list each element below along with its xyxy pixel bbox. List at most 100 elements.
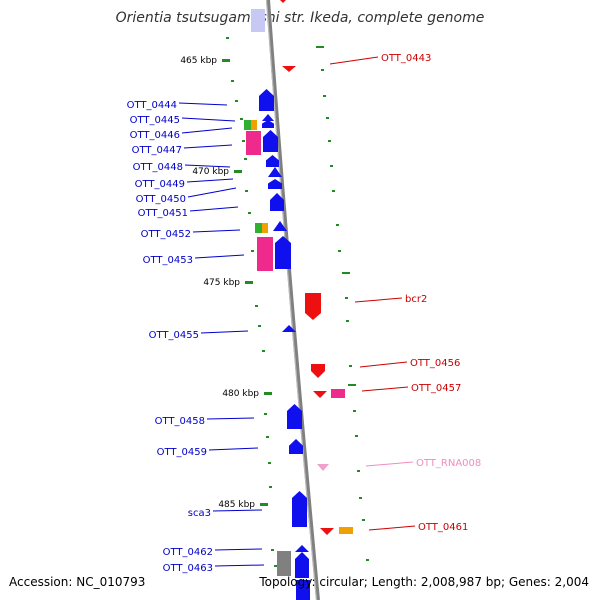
scale-tick-mark <box>245 281 253 284</box>
left-label-leader <box>181 127 233 134</box>
left-label-leader <box>214 564 265 567</box>
ruler-dot <box>359 497 362 499</box>
ruler-dot <box>268 462 271 464</box>
ruler-dot <box>323 95 326 97</box>
ruler-dot <box>362 519 365 521</box>
gene-label-right[interactable]: OTT_0461 <box>418 522 468 533</box>
gene-ott-0446 <box>262 120 274 128</box>
gene-label-left[interactable]: OTT_0455 <box>149 330 199 341</box>
gene-ott-0452-green <box>255 223 262 233</box>
left-label-leader <box>184 164 231 168</box>
gene-label-left[interactable]: OTT_0450 <box>136 194 186 205</box>
left-label-leader <box>212 509 263 512</box>
ruler-dot <box>266 436 269 438</box>
scale-tick-label: 480 kbp <box>222 389 259 399</box>
gene-label-right[interactable]: OTT_0443 <box>381 53 431 64</box>
left-gene-labels: OTT_0444 OTT_0445 OTT_0446 OTT_0447 OTT_0448… <box>127 100 265 574</box>
left-label-leader <box>206 417 255 420</box>
gene-label-left[interactable]: OTT_0447 <box>132 145 182 156</box>
right-label-leader <box>365 461 414 467</box>
gene-ott-0463 <box>295 552 309 578</box>
scale-tick-mark <box>260 503 268 506</box>
left-label-leader <box>200 330 249 334</box>
left-label-leader <box>192 229 241 233</box>
gene-label-left[interactable]: OTT_0445 <box>130 115 180 126</box>
gene-ott-0444 <box>259 89 274 111</box>
scale-tick-label: 485 kbp <box>218 500 255 510</box>
gene-label-left[interactable]: OTT_0446 <box>130 130 180 141</box>
ruler-dot <box>326 117 329 119</box>
right-label-leader <box>361 386 409 392</box>
gene-ott-0451 <box>270 193 284 211</box>
ruler-dot <box>330 165 333 167</box>
ruler-dot <box>235 100 238 102</box>
right-label-leader <box>359 361 408 368</box>
gene-ott-0453-rrna <box>257 237 273 271</box>
gene-label-right[interactable]: OTT_0456 <box>410 358 460 369</box>
gene-label-left[interactable]: sca3 <box>188 508 211 519</box>
left-label-leader <box>187 187 237 198</box>
gene-label-left[interactable]: OTT_0449 <box>135 179 185 190</box>
gene-ott-0462-pseudo <box>277 551 291 576</box>
gene-ott-0445-orange <box>251 120 257 130</box>
ruler-dot <box>366 559 369 561</box>
ruler-dot <box>226 37 229 39</box>
gene-ott-0447-rrna <box>246 131 261 155</box>
gene-ott-0457-rrna <box>331 389 345 398</box>
gene-ott-0456 <box>311 364 325 378</box>
gene-label-left[interactable]: OTT_0452 <box>141 229 191 240</box>
gene-bcr2 <box>305 293 321 320</box>
ruler-dot <box>271 549 274 551</box>
left-label-leader <box>194 254 245 259</box>
ruler-dot <box>332 190 335 192</box>
gene-ott-0445 <box>262 114 274 121</box>
gene-label-left[interactable]: OTT_0459 <box>157 447 207 458</box>
ruler-dot <box>264 413 267 415</box>
scale-tick-label: 475 kbp <box>203 278 240 288</box>
gene-label-left[interactable]: OTT_0451 <box>138 208 188 219</box>
genome-title: Orientia tsutsugamushi str. Ikeda, compl… <box>115 10 485 26</box>
gene-ott-0458 <box>287 404 302 429</box>
left-label-leader <box>181 117 236 122</box>
gene-label-right[interactable]: OTT_0457 <box>411 383 461 394</box>
gene-ott-0449 <box>268 167 282 177</box>
gene-label-left[interactable]: OTT_0453 <box>143 255 193 266</box>
left-label-leader <box>178 102 228 106</box>
gene-ott-0452-orange <box>262 223 268 233</box>
gene-label-right[interactable]: bcr2 <box>405 294 427 305</box>
gene-label-left[interactable]: OTT_0444 <box>127 100 177 111</box>
ruler-dash <box>316 46 324 48</box>
scale-tick-mark <box>264 392 272 395</box>
gene-ott-0457 <box>313 391 327 398</box>
feature-top-light <box>251 9 265 32</box>
right-label-leader <box>368 525 416 531</box>
gene-features <box>244 66 353 600</box>
scale-ticks: 465 kbp 470 kbp 475 kbp 480 kbp 485 kbp <box>180 56 272 510</box>
scale-tick-mark <box>222 59 230 62</box>
left-label-leader <box>208 447 259 451</box>
ruler-dot <box>353 410 356 412</box>
gene-ott-0447 <box>263 130 278 152</box>
gene-ott-0461 <box>320 528 334 535</box>
ruler-dot <box>248 212 251 214</box>
ruler-dot <box>346 320 349 322</box>
gene-label-left[interactable]: OTT_0462 <box>163 547 213 558</box>
gene-ott-0453 <box>275 236 291 269</box>
left-label-leader <box>214 548 263 551</box>
ruler-dot <box>328 140 331 142</box>
ruler-dash <box>342 272 350 274</box>
gene-ott-0448 <box>266 155 279 167</box>
gene-label-left[interactable]: OTT_0448 <box>133 162 183 173</box>
ruler-dot <box>269 486 272 488</box>
gene-label-right[interactable]: OTT_RNA008 <box>416 458 481 469</box>
right-gene-labels: OTT_0443 bcr2 OTT_0456 OTT_0457 OTT_RNA008 OT… <box>329 53 481 533</box>
gene-ott-0462 <box>295 545 309 552</box>
ruler-dot <box>345 297 348 299</box>
scale-tick-label: 470 kbp <box>192 167 229 177</box>
gene-ott-0461-orange <box>339 527 353 534</box>
gene-label-left[interactable]: OTT_0458 <box>155 416 205 427</box>
left-label-leader <box>186 178 234 183</box>
gene-label-left[interactable]: OTT_0463 <box>163 563 213 574</box>
ruler-dot <box>355 435 358 437</box>
